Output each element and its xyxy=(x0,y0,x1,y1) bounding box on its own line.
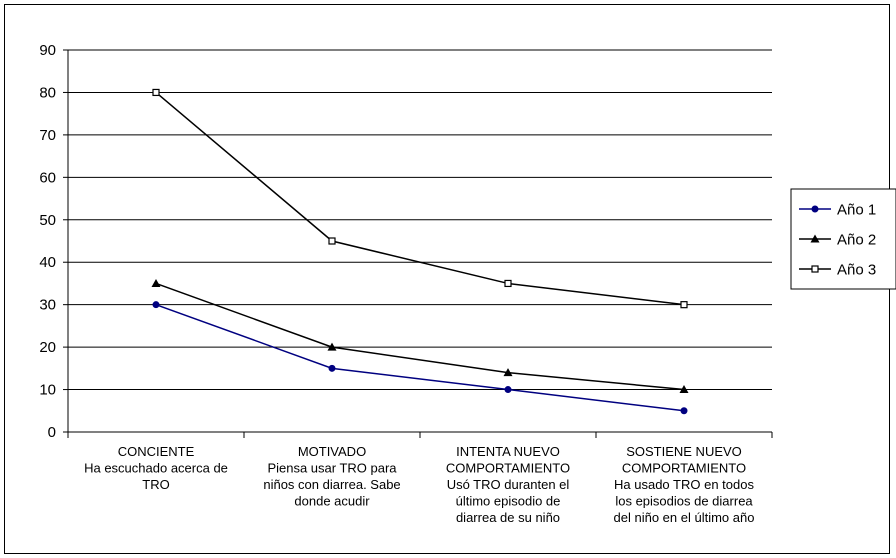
x-category-label: CONCIENTE xyxy=(118,444,195,459)
x-category-label: donde acudir xyxy=(294,494,370,509)
x-category-label: del niño en el último año xyxy=(614,510,755,525)
legend-label: Año 2 xyxy=(837,232,876,249)
data-point-series-1 xyxy=(504,386,512,394)
data-point-series-2 xyxy=(151,278,161,287)
x-category-label: Usó TRO duranten el xyxy=(447,477,570,492)
x-category-label: MOTIVADO xyxy=(298,444,366,459)
data-point-series-1 xyxy=(152,301,160,309)
y-tick-label: 80 xyxy=(39,84,56,101)
legend-swatch-marker xyxy=(811,205,819,213)
y-tick-label: 50 xyxy=(39,212,56,229)
x-category-label: COMPORTAMIENTO xyxy=(446,461,570,476)
x-category-label: Ha usado TRO en todos xyxy=(614,477,754,492)
x-category-label: Piensa usar TRO para xyxy=(267,461,397,476)
series-line-2 xyxy=(155,282,685,391)
y-tick-label: 10 xyxy=(39,382,56,399)
x-category-label: Ha escuchado acerca de xyxy=(84,461,228,476)
data-point-series-2 xyxy=(327,342,337,351)
legend-label: Año 3 xyxy=(837,262,876,279)
data-point-series-1 xyxy=(680,407,688,415)
x-category-label: TRO xyxy=(142,477,169,492)
data-point-series-3 xyxy=(504,279,512,288)
x-category-label: último episodio de xyxy=(456,494,561,509)
x-category-label: los episodios de diarrea xyxy=(615,494,753,509)
data-point-series-3 xyxy=(328,237,336,245)
y-tick-label: 70 xyxy=(39,127,56,144)
x-category-label: INTENTA NUEVO xyxy=(456,444,560,459)
series-line-3 xyxy=(155,91,685,306)
chart-frame xyxy=(4,4,890,554)
x-category-label: niños con diarrea. Sabe xyxy=(263,477,400,492)
series-line-1 xyxy=(155,303,685,412)
x-category-label: diarrea de su niño xyxy=(456,510,560,525)
x-category-label: SOSTIENE NUEVO xyxy=(626,444,742,459)
x-category-label: COMPORTAMIENTO xyxy=(622,461,746,476)
data-point-series-2 xyxy=(503,368,513,377)
legend-swatch-marker xyxy=(810,234,820,243)
y-tick-label: 60 xyxy=(39,169,56,186)
y-tick-label: 0 xyxy=(48,424,56,441)
data-point-series-2 xyxy=(679,385,689,394)
data-point-series-1 xyxy=(328,364,336,372)
y-tick-label: 40 xyxy=(39,254,56,271)
data-point-series-3 xyxy=(152,88,160,97)
y-tick-label: 20 xyxy=(39,339,56,356)
data-point-series-3 xyxy=(680,301,688,309)
y-tick-label: 30 xyxy=(39,297,56,314)
legend-swatch-marker xyxy=(811,265,819,273)
legend-label: Año 1 xyxy=(837,202,876,219)
y-tick-label: 90 xyxy=(39,42,56,59)
